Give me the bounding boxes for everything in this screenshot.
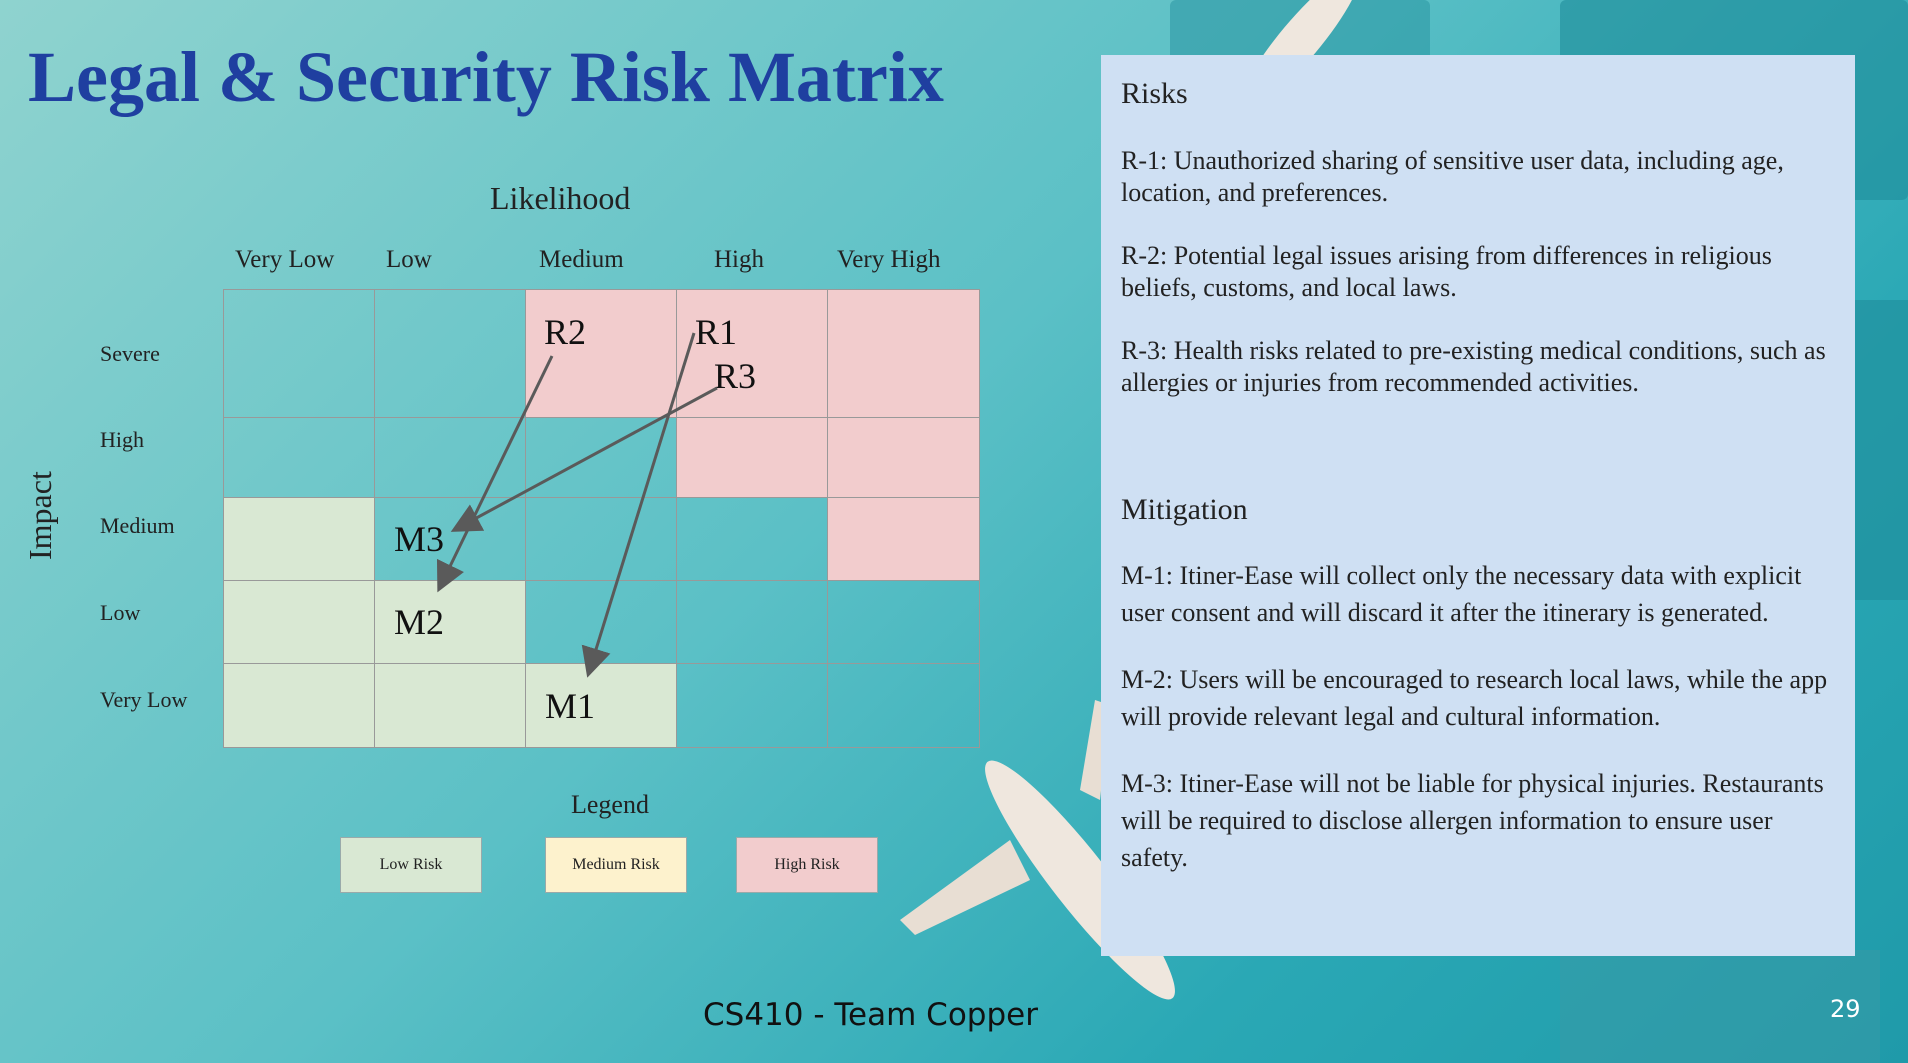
arrow-r3-to-m3 — [450, 386, 718, 532]
mitigation-marker-m1: M1 — [545, 686, 596, 726]
risk-marker-r3: R3 — [714, 356, 757, 396]
likelihood-axis-label: Likelihood — [490, 180, 631, 216]
legend-title: Legend — [571, 790, 649, 819]
risk-r1-text: R-1: Unauthorized sharing of sensitive u… — [1121, 146, 1784, 207]
matrix-cell-very-low-very-high — [827, 663, 980, 748]
column-header-low: Low — [386, 246, 432, 273]
legend-high-risk: High Risk — [736, 837, 878, 893]
risk-marker-r2: R2 — [544, 312, 587, 352]
matrix-cell-very-low-very-low — [223, 663, 375, 748]
risk-r2-text: R-2: Potential legal issues arising from… — [1121, 241, 1772, 302]
page-title: Legal & Security Risk Matrix — [28, 37, 944, 117]
column-header-high: High — [714, 246, 764, 273]
risk-r3-text: R-3: Health risks related to pre-existin… — [1121, 336, 1826, 397]
row-header-low: Low — [100, 600, 141, 625]
legend-medium-risk: Medium Risk — [545, 837, 687, 893]
arrow-r1-to-m1 — [581, 332, 696, 678]
column-header-very-high: Very High — [837, 246, 941, 273]
mitigation-m3-text: M-3: Itiner-Ease will not be liable for … — [1121, 769, 1824, 872]
matrix-cell-high-high — [676, 417, 828, 498]
mitigation-heading: Mitigation — [1121, 493, 1248, 526]
risks-heading: Risks — [1121, 77, 1188, 110]
mitigation-m2-text: M-2: Users will be encouraged to researc… — [1121, 665, 1828, 731]
column-header-very-low: Very Low — [235, 246, 335, 273]
mitigation-marker-m2: M2 — [394, 602, 445, 642]
page-number: 29 — [1830, 995, 1861, 1023]
footer-team-name: CS410 - Team Copper — [703, 997, 1038, 1033]
matrix-cell-very-low-low — [374, 663, 526, 748]
risk-description-panel: Risks R-1: Unauthorized sharing of sensi… — [1101, 55, 1855, 956]
matrix-cell-severe-very-high — [827, 289, 980, 418]
row-header-very-low: Very Low — [100, 687, 188, 712]
matrix-cell-medium-very-high — [827, 497, 980, 581]
matrix-cell-high-very-high — [827, 417, 980, 498]
matrix-cell-low-very-low — [223, 580, 375, 664]
risk-matrix-grid — [223, 289, 980, 748]
mitigation-marker-m3: M3 — [394, 519, 445, 559]
arrow-r2-to-m2 — [436, 355, 554, 593]
legend-low-risk: Low Risk — [340, 837, 482, 893]
row-header-severe: Severe — [100, 341, 160, 366]
column-header-medium: Medium — [539, 246, 624, 273]
risk-marker-r1: R1 — [695, 312, 738, 352]
matrix-cell-medium-very-low — [223, 497, 375, 581]
mitigation-m1-text: M-1: Itiner-Ease will collect only the n… — [1121, 561, 1802, 627]
row-header-medium: Medium — [100, 513, 175, 538]
row-header-high: High — [100, 427, 144, 452]
